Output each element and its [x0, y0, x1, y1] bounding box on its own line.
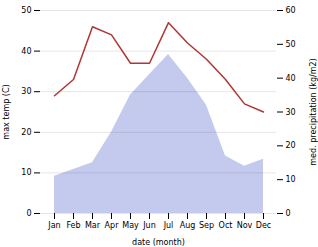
svg-text:10: 10 [286, 175, 296, 184]
svg-text:max temp (C): max temp (C) [2, 84, 11, 139]
svg-text:Oct: Oct [219, 221, 233, 230]
svg-text:0: 0 [286, 209, 291, 218]
svg-text:50: 50 [286, 40, 296, 49]
svg-text:Mar: Mar [85, 221, 101, 230]
svg-text:30: 30 [286, 108, 296, 117]
svg-text:date (month): date (month) [132, 238, 185, 247]
svg-text:20: 20 [286, 141, 296, 150]
svg-text:Sep: Sep [199, 221, 214, 230]
svg-text:Apr: Apr [105, 221, 120, 230]
svg-text:30: 30 [21, 87, 31, 96]
svg-text:Jan: Jan [47, 221, 60, 230]
svg-text:Feb: Feb [66, 221, 80, 230]
svg-text:Jul: Jul [163, 221, 174, 230]
svg-text:10: 10 [21, 168, 31, 177]
svg-text:May: May [122, 221, 139, 230]
svg-text:Nov: Nov [237, 221, 253, 230]
svg-text:0: 0 [26, 209, 31, 218]
svg-text:med. precipitation (kg/m2): med. precipitation (kg/m2) [309, 58, 318, 165]
svg-text:Aug: Aug [180, 221, 196, 230]
svg-text:20: 20 [21, 128, 31, 137]
svg-text:Jun: Jun [142, 221, 156, 230]
svg-text:40: 40 [21, 47, 31, 56]
svg-text:60: 60 [286, 6, 296, 15]
svg-text:Dec: Dec [256, 221, 271, 230]
svg-text:50: 50 [21, 6, 31, 15]
svg-text:40: 40 [286, 74, 296, 83]
